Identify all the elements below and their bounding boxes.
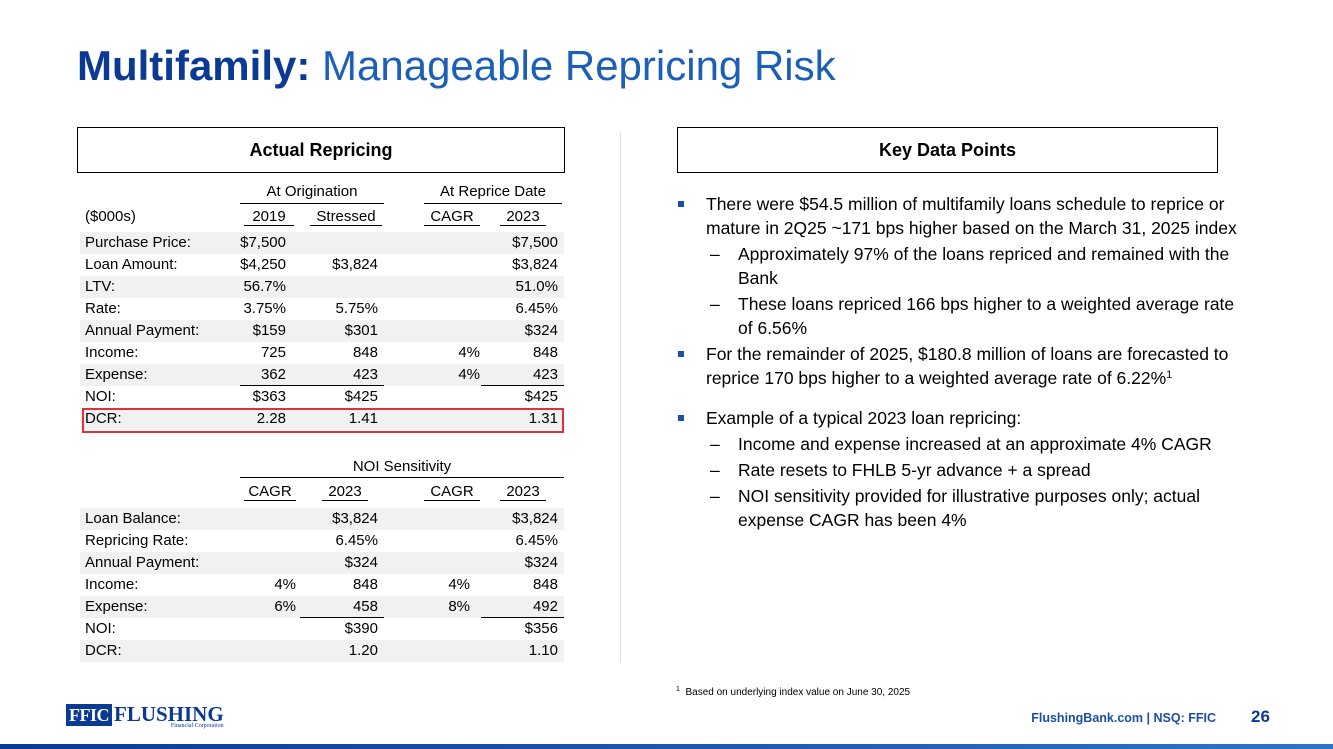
table-row: NOI: $363 $425 $425 (85, 388, 558, 405)
bullet-square-icon (678, 351, 684, 357)
footnote: 1 Based on underlying index value on Jun… (676, 686, 911, 698)
bullet-square-icon (678, 415, 684, 421)
actual-repricing-header: Actual Repricing (77, 127, 565, 173)
list-subitem: – Approximately 97% of the loans reprice… (710, 244, 1230, 288)
list-item: Example of a typical 2023 loan repricing… (678, 406, 1238, 430)
group-underline (424, 203, 562, 204)
page-number: 26 (1251, 707, 1270, 726)
footer-site: FlushingBank.com | NSQ: FFIC (1031, 711, 1216, 725)
table-row: Expense: 6% 458 8% 492 (80, 596, 564, 618)
table-row: DCR: 1.20 1.10 (80, 640, 564, 662)
table-row: Expense: 362 423 4% 423 (80, 364, 564, 386)
logo-ffic-mark: FFIC (66, 704, 112, 726)
noi-sensitivity-table: Loan Balance: $3,824 $3,824 Repricing Ra… (80, 508, 564, 662)
key-data-points-list: There were $54.5 million of multifamily … (678, 192, 1238, 534)
sum-underline (481, 617, 564, 618)
column-divider (620, 132, 621, 662)
list-item: For the remainder of 2025, $180.8 millio… (678, 342, 1238, 390)
list-subitem: – These loans repriced 166 bps higher to… (710, 294, 1235, 338)
col-cagr-b: CAGR (424, 483, 480, 501)
col-2023-b: 2023 (500, 483, 546, 501)
group-underline (240, 203, 384, 204)
list-item: There were $54.5 million of multifamily … (678, 192, 1238, 240)
col-cagr-a: CAGR (244, 483, 296, 501)
table-row: Income: 725 848 4% 848 (85, 344, 558, 361)
page-title: Multifamily: Manageable Repricing Risk (77, 40, 836, 92)
group-at-origination: At Origination (266, 183, 358, 200)
table-row: Loan Balance: $3,824 $3,824 (80, 508, 564, 530)
bullet-square-icon (678, 201, 684, 207)
footnote-ref: 1 (1166, 369, 1173, 381)
col-2023: 2023 (500, 208, 546, 226)
table-row: Income: 4% 848 4% 848 (85, 576, 558, 593)
group-noi-sensitivity: NOI Sensitivity (352, 458, 452, 475)
table-row: Rate: 3.75% 5.75% 6.45% (85, 300, 558, 317)
table-row: Annual Payment: $159 $301 $324 (80, 320, 564, 342)
col-2023-a: 2023 (322, 483, 368, 501)
sum-underline (481, 385, 564, 386)
key-data-points-header: Key Data Points (677, 127, 1218, 173)
sum-underline (240, 385, 384, 386)
ffic-logo: FFIC FLUSHING Financial Corporation (66, 702, 224, 730)
logo-wordmark: FLUSHING Financial Corporation (114, 702, 224, 730)
group-underline (240, 477, 564, 478)
title-rest: Manageable Repricing Risk (322, 42, 836, 89)
dcr-highlight-box (82, 408, 564, 433)
table-row: Repricing Rate: 6.45% 6.45% (85, 532, 558, 549)
sum-underline (300, 617, 384, 618)
bottom-accent-bar (0, 744, 1333, 749)
table-row: Purchase Price: $7,500 $7,500 (80, 232, 564, 254)
group-at-reprice-date: At Reprice Date (440, 183, 546, 200)
col-stressed: Stressed (310, 208, 382, 226)
list-subitem: – Rate resets to FHLB 5-yr advance + a s… (710, 460, 1091, 480)
actual-repricing-table: Purchase Price: $7,500 $7,500 Loan Amoun… (80, 232, 564, 430)
table-row-dcr: DCR: 2.28 1.41 1.31 (80, 408, 564, 430)
table-row: Loan Amount: $4,250 $3,824 $3,824 (85, 256, 558, 273)
table-row: Annual Payment: $324 $324 (80, 552, 564, 574)
list-subitem: – NOI sensitivity provided for illustrat… (710, 486, 1201, 530)
title-bold: Multifamily: (77, 42, 311, 89)
units-label: ($000s) (85, 208, 136, 225)
table-row: LTV: 56.7% 51.0% (80, 276, 564, 298)
col-cagr: CAGR (424, 208, 480, 226)
table-row: NOI: $390 $356 (85, 620, 558, 637)
list-subitem: – Income and expense increased at an app… (710, 434, 1212, 454)
col-2019: 2019 (244, 208, 294, 226)
